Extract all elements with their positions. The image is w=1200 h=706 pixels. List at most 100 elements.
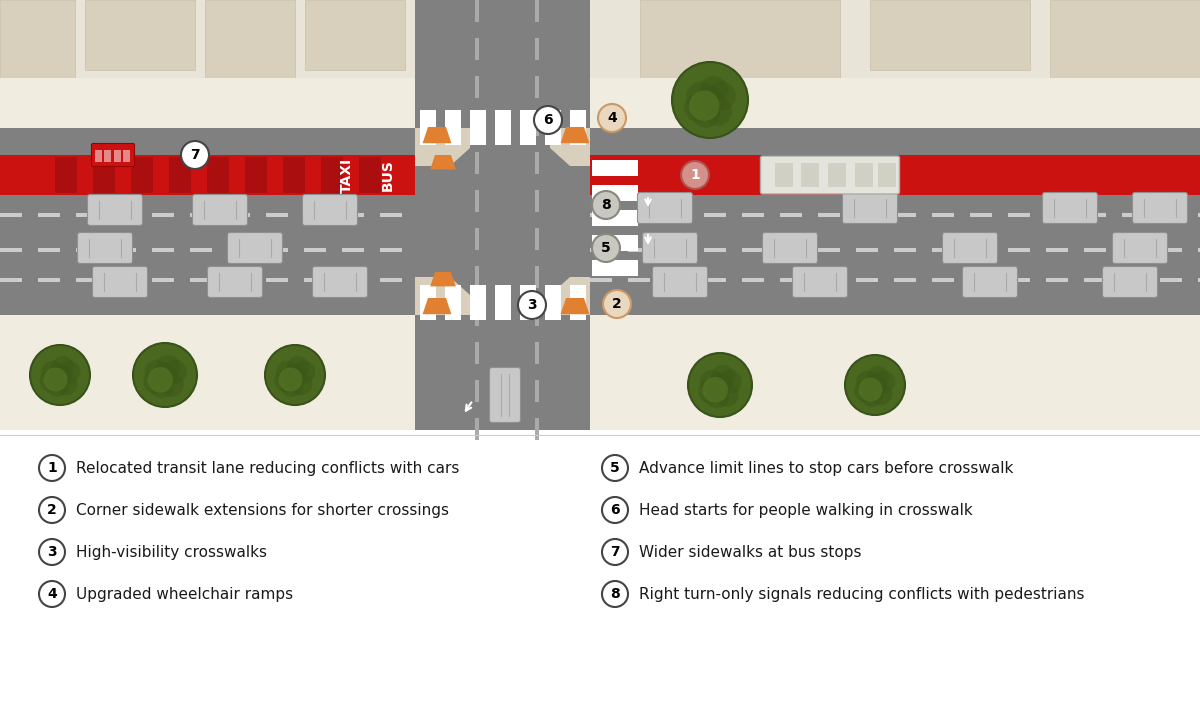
Bar	[475, 380, 479, 402]
Text: TAXI: TAXI	[340, 157, 354, 193]
Bar	[704, 248, 726, 252]
Text: 2: 2	[47, 503, 56, 517]
Circle shape	[696, 85, 725, 114]
FancyBboxPatch shape	[792, 266, 847, 297]
FancyBboxPatch shape	[653, 266, 708, 297]
Circle shape	[688, 353, 752, 417]
Bar	[420, 285, 436, 320]
Text: 5: 5	[610, 461, 620, 475]
Circle shape	[283, 364, 306, 386]
Text: 7: 7	[610, 545, 620, 559]
Circle shape	[148, 367, 173, 393]
Circle shape	[845, 355, 905, 415]
Bar	[208, 157, 229, 193]
Bar	[0, 0, 1200, 430]
Bar	[545, 110, 562, 145]
Bar	[76, 278, 98, 282]
Bar	[190, 213, 212, 217]
Bar	[894, 278, 916, 282]
Bar	[205, 0, 295, 78]
Bar	[742, 213, 764, 217]
Bar	[894, 248, 916, 252]
Bar	[283, 157, 305, 193]
Bar	[592, 210, 638, 226]
Circle shape	[602, 455, 628, 481]
Bar	[470, 110, 486, 145]
Bar	[666, 248, 688, 252]
Circle shape	[41, 361, 64, 383]
Circle shape	[700, 76, 728, 105]
Text: BUS: BUS	[382, 159, 395, 191]
FancyBboxPatch shape	[842, 193, 898, 224]
Text: Relocated transit lane reducing conflicts with cars: Relocated transit lane reducing conflict…	[76, 460, 460, 476]
Bar	[870, 0, 1030, 70]
Text: 5: 5	[601, 241, 611, 255]
FancyBboxPatch shape	[962, 266, 1018, 297]
Bar	[359, 157, 382, 193]
Bar	[228, 248, 250, 252]
Bar	[1198, 278, 1200, 282]
FancyBboxPatch shape	[637, 193, 692, 224]
Bar	[894, 213, 916, 217]
Circle shape	[689, 90, 720, 121]
Bar	[114, 248, 136, 252]
Circle shape	[58, 361, 80, 383]
Bar	[545, 285, 562, 320]
FancyBboxPatch shape	[642, 232, 697, 263]
Bar	[95, 150, 102, 162]
Bar	[854, 163, 872, 187]
Bar	[114, 150, 121, 162]
Polygon shape	[431, 272, 456, 287]
FancyBboxPatch shape	[228, 232, 282, 263]
Bar	[131, 157, 154, 193]
Bar	[704, 213, 726, 217]
Bar	[475, 114, 479, 136]
Circle shape	[702, 377, 728, 402]
Bar	[85, 0, 194, 70]
Bar	[1198, 213, 1200, 217]
Bar	[38, 213, 60, 217]
Bar	[520, 110, 536, 145]
Text: 4: 4	[607, 111, 617, 125]
Circle shape	[592, 234, 620, 262]
FancyBboxPatch shape	[762, 232, 817, 263]
Bar	[742, 278, 764, 282]
Circle shape	[684, 93, 713, 122]
Bar	[535, 342, 539, 364]
Bar	[1008, 248, 1030, 252]
Circle shape	[133, 343, 197, 407]
Bar	[1050, 0, 1200, 78]
Circle shape	[872, 371, 895, 393]
Bar	[590, 278, 612, 282]
Circle shape	[38, 539, 65, 565]
Circle shape	[287, 356, 310, 379]
Circle shape	[293, 361, 316, 383]
Text: Head starts for people walking in crosswalk: Head starts for people walking in crossw…	[640, 503, 973, 517]
Bar	[0, 213, 22, 217]
Circle shape	[602, 581, 628, 607]
Bar	[535, 152, 539, 174]
Circle shape	[682, 161, 709, 189]
Bar	[666, 213, 688, 217]
Circle shape	[860, 384, 883, 407]
Circle shape	[707, 82, 736, 111]
Text: Right turn-only signals reducing conflicts with pedestrians: Right turn-only signals reducing conflic…	[640, 587, 1085, 602]
Bar	[1160, 213, 1182, 217]
Bar	[305, 0, 406, 70]
Bar	[704, 278, 726, 282]
Bar	[1122, 248, 1144, 252]
Text: Advance limit lines to stop cars before crosswalk: Advance limit lines to stop cars before …	[640, 460, 1013, 476]
Bar	[590, 248, 612, 252]
Bar	[818, 248, 840, 252]
Bar	[475, 0, 479, 22]
Bar	[856, 278, 878, 282]
Bar	[0, 128, 1200, 315]
Bar	[152, 213, 174, 217]
Bar	[0, 78, 415, 128]
Circle shape	[276, 361, 299, 383]
Bar	[828, 163, 846, 187]
Circle shape	[156, 355, 180, 379]
Bar	[55, 157, 77, 193]
Bar	[76, 248, 98, 252]
Bar	[475, 342, 479, 364]
